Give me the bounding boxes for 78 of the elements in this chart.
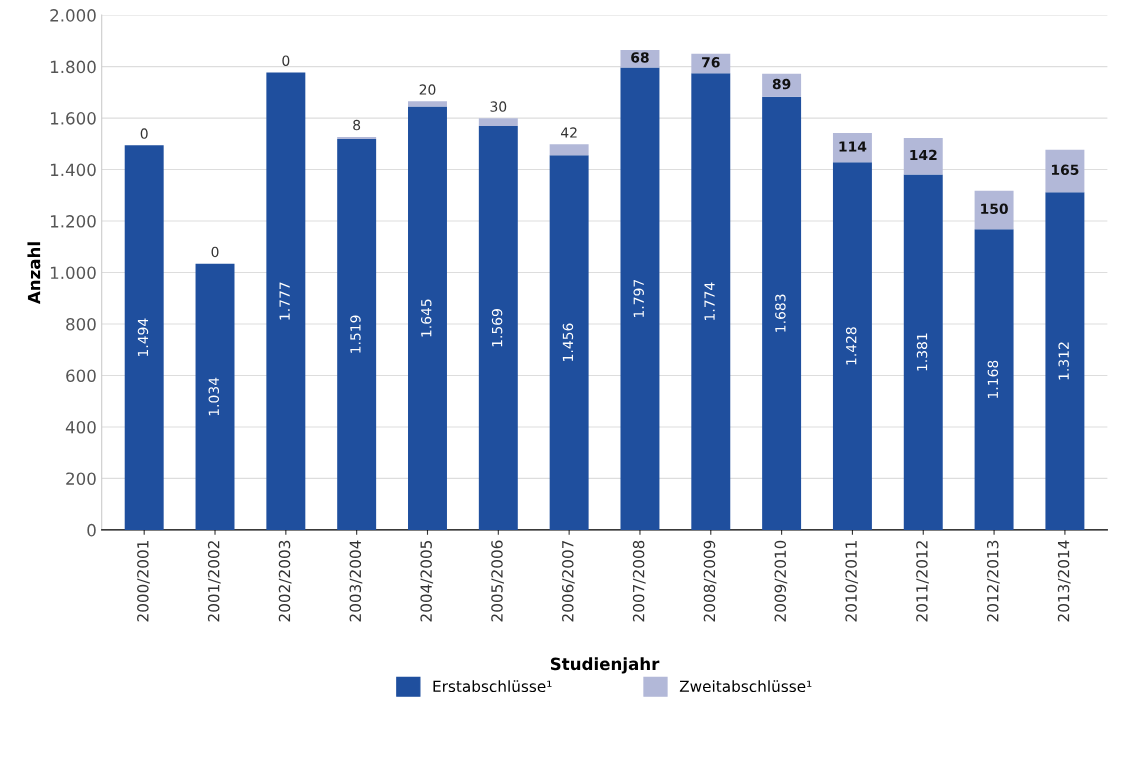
data-label: 1.774 xyxy=(704,282,715,320)
data-label: 1.168 xyxy=(987,360,999,398)
bar xyxy=(903,174,943,530)
data-label: 1.494 xyxy=(137,318,149,356)
data-label: 1.683 xyxy=(775,294,786,332)
y-tick-label: 200 xyxy=(66,472,96,485)
bar xyxy=(974,190,1014,230)
bar xyxy=(903,137,943,175)
data-label: 42 xyxy=(560,127,577,138)
bar xyxy=(478,118,518,127)
data-label: 165 xyxy=(1051,164,1079,176)
bar xyxy=(549,144,589,156)
y-tick-label: 1.800 xyxy=(50,60,96,74)
data-label: 0 xyxy=(140,128,148,139)
bar xyxy=(195,263,235,530)
data-label: 68 xyxy=(631,52,649,63)
x-tick-label: 2003/2004 xyxy=(349,540,363,622)
data-label: 1.777 xyxy=(279,282,290,320)
x-tick-label: 2005/2006 xyxy=(491,540,504,622)
bar xyxy=(1045,149,1085,193)
bar xyxy=(620,67,660,530)
y-tick-label: 0 xyxy=(87,523,96,537)
bar xyxy=(478,126,518,530)
bar xyxy=(832,162,872,530)
bar xyxy=(408,106,447,530)
x-tick-label: 2001/2002 xyxy=(207,541,221,622)
y-tick-label: 2.000 xyxy=(50,9,96,22)
x-tick-label: 2000/2001 xyxy=(137,541,150,622)
data-label: 114 xyxy=(839,141,867,152)
data-label: 1.456 xyxy=(562,323,574,361)
data-label: 1.034 xyxy=(208,377,220,416)
data-label: 30 xyxy=(490,101,507,112)
y-tick-label: 1.400 xyxy=(50,163,96,177)
data-label: 89 xyxy=(772,78,791,90)
data-label: 0 xyxy=(282,55,290,66)
data-label: 1.381 xyxy=(916,333,928,371)
x-tick-label: 2013/2014 xyxy=(1057,540,1071,622)
data-label: 1.797 xyxy=(633,279,644,317)
data-label: 150 xyxy=(981,203,1008,215)
bar xyxy=(408,101,447,107)
x-tick-label: 2008/2009 xyxy=(703,540,717,622)
data-label: 76 xyxy=(702,57,720,68)
bar xyxy=(337,138,377,530)
bar xyxy=(1045,192,1085,530)
x-tick-label: 2006/2007 xyxy=(562,540,575,622)
x-axis-title: Studienjahr xyxy=(550,657,660,674)
y-axis-title: Anzahl xyxy=(27,242,41,305)
bar xyxy=(974,229,1014,530)
y-tick-label: 600 xyxy=(66,369,96,383)
data-label: 20 xyxy=(419,84,436,95)
data-label: 1.645 xyxy=(421,299,432,337)
data-label: 1.519 xyxy=(350,315,361,353)
y-tick-label: 800 xyxy=(66,317,96,331)
data-label: 142 xyxy=(910,149,937,161)
bar xyxy=(762,96,802,530)
bar xyxy=(124,145,164,530)
x-tick-label: 2012/2013 xyxy=(986,540,1000,622)
y-tick-label: 1.200 xyxy=(50,215,96,228)
x-tick-label: 2002/2003 xyxy=(278,540,292,622)
data-label: 0 xyxy=(211,246,219,258)
x-tick-label: 2011/2012 xyxy=(916,541,929,622)
y-tick-label: 400 xyxy=(65,420,96,434)
bar xyxy=(691,73,731,530)
data-label: 8 xyxy=(353,119,361,131)
x-tick-label: 2007/2008 xyxy=(632,540,646,622)
y-tick-label: 1.000 xyxy=(50,266,96,280)
bar xyxy=(337,136,377,139)
legend-label: Erstabschlüsse¹ xyxy=(433,680,552,693)
data-label: 1.569 xyxy=(491,309,503,347)
x-tick-label: 2010/2011 xyxy=(845,541,859,622)
bar xyxy=(549,155,589,530)
data-label: 1.428 xyxy=(845,327,857,365)
data-label: 1.312 xyxy=(1058,342,1069,380)
x-tick-label: 2004/2005 xyxy=(420,540,434,622)
x-tick-label: 2009/2010 xyxy=(774,540,788,622)
bar xyxy=(266,72,306,530)
legend-label: Zweitabschlüsse¹ xyxy=(679,680,812,693)
y-tick-label: 1.600 xyxy=(50,112,96,125)
